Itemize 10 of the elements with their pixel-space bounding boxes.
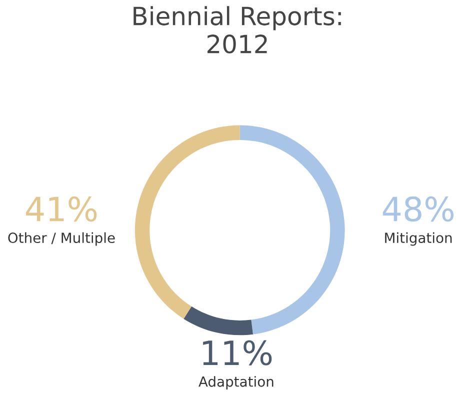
data-label: 41%	[26, 196, 97, 222]
data-label: 11%	[203, 340, 272, 366]
donut-slice	[134, 125, 240, 319]
slice-label: Adaptation	[198, 376, 274, 390]
donut-slice	[240, 125, 345, 334]
slice-label: Mitigation	[385, 232, 452, 246]
donut-slice	[184, 306, 254, 336]
slice-label: Other / Multiple	[8, 232, 115, 246]
chart-title: Biennial Reports: 2012	[134, 6, 341, 54]
data-label: 48%	[382, 196, 454, 222]
